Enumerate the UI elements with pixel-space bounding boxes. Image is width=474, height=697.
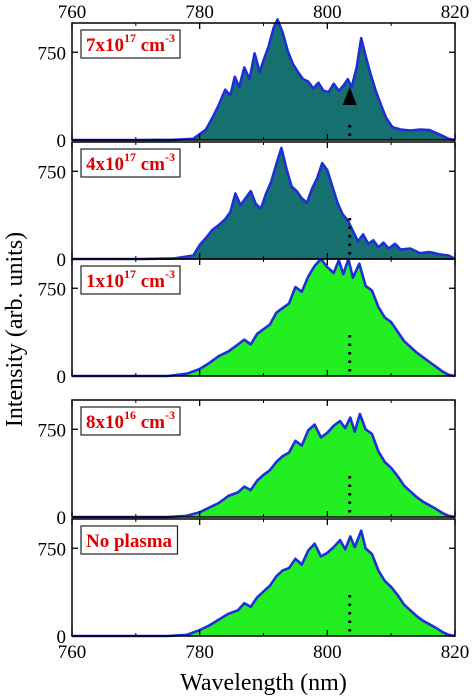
- y-tick-label: 750: [38, 420, 67, 441]
- x-tick-labels-top: 760 780 800 820: [58, 2, 470, 23]
- panel-label: 7x1017 cm-3: [80, 29, 181, 59]
- label-exponent: 16: [124, 408, 136, 422]
- panel-3: 0 750 1x1017 cm-3: [38, 257, 456, 388]
- panel-5: 0 750 No plasma: [38, 518, 456, 648]
- y-tick-label: 0: [57, 367, 67, 388]
- x-tick-label-bottom: 780: [185, 642, 214, 663]
- label-base: No plasma: [86, 531, 173, 552]
- x-tick-label-bottom: 760: [58, 642, 87, 663]
- label-base: 7x10: [86, 35, 124, 56]
- panel-1: 0 750 7x1017 cm-3: [38, 18, 456, 152]
- x-tick-label-bottom: 820: [441, 642, 470, 663]
- label-exponent: 17: [124, 150, 136, 164]
- panel-label-text: 8x1016 cm-3: [86, 408, 175, 433]
- panel-label: No plasma: [80, 525, 179, 555]
- panel-label: 8x1016 cm-3: [80, 406, 181, 436]
- panel-label: 1x1017 cm-3: [80, 265, 181, 295]
- spectrum-line: [72, 412, 456, 519]
- spectrum-area: [72, 414, 455, 517]
- spectrum-line: [72, 257, 456, 378]
- y-tick-label: 0: [57, 508, 67, 529]
- label-exponent: 17: [124, 31, 136, 45]
- panel-label-text: 1x1017 cm-3: [86, 267, 175, 292]
- y-tick-label: 0: [57, 250, 67, 271]
- panel-label-text: No plasma: [86, 531, 173, 552]
- panel-label: 4x1017 cm-3: [80, 148, 181, 178]
- label-unit-exponent: -3: [165, 150, 175, 164]
- y-axis-title: Intensity (arb. units): [2, 232, 28, 427]
- spectrum-area: [72, 19, 455, 140]
- label-unit: cm: [136, 35, 165, 56]
- y-tick-label: 750: [38, 279, 67, 300]
- label-unit: cm: [136, 271, 165, 292]
- label-unit-exponent: -3: [165, 267, 175, 281]
- panel-label-box: [80, 406, 181, 436]
- spectrum-line: [72, 146, 456, 261]
- x-axis-title: Wavelength (nm): [180, 670, 347, 696]
- label-base: 1x10: [86, 271, 124, 292]
- label-unit-exponent: -3: [165, 31, 175, 45]
- panel-label-box: [80, 29, 181, 59]
- panel-label-box: [80, 265, 181, 295]
- x-tick-label-bottom: 800: [313, 642, 342, 663]
- spectrum-area: [72, 259, 455, 376]
- marker-arrowhead: [342, 87, 357, 105]
- label-unit: cm: [136, 154, 165, 175]
- y-tick-label: 750: [38, 162, 67, 183]
- panel-label-text: 4x1017 cm-3: [86, 150, 175, 175]
- spectrum-line: [72, 18, 456, 142]
- x-tick-label-top: 800: [313, 2, 342, 23]
- spectrum-line: [72, 529, 456, 638]
- panel-label-text: 7x1017 cm-3: [86, 31, 175, 56]
- panel-label-box: [80, 148, 181, 178]
- y-tick-label: 750: [38, 539, 67, 560]
- label-base: 4x10: [86, 154, 124, 175]
- panel-label-box: [80, 525, 179, 555]
- y-tick-label: 0: [57, 131, 67, 152]
- label-exponent: 17: [124, 267, 136, 281]
- panel-2: 0 750 4x1017 cm-3: [38, 141, 456, 271]
- y-tick-label: 750: [38, 43, 67, 64]
- label-unit-exponent: -3: [165, 408, 175, 422]
- label-base: 8x10: [86, 412, 124, 433]
- x-tick-label-top: 780: [185, 2, 214, 23]
- spectrum-area: [72, 530, 455, 636]
- label-unit: cm: [136, 412, 165, 433]
- x-tick-labels-bottom: 760 780 800 820: [58, 642, 470, 663]
- x-tick-label-top: 760: [58, 2, 87, 23]
- y-tick-label: 0: [57, 627, 67, 648]
- x-tick-label-top: 820: [441, 2, 470, 23]
- panel-4: 0 750 8x1016 cm-3: [38, 399, 456, 529]
